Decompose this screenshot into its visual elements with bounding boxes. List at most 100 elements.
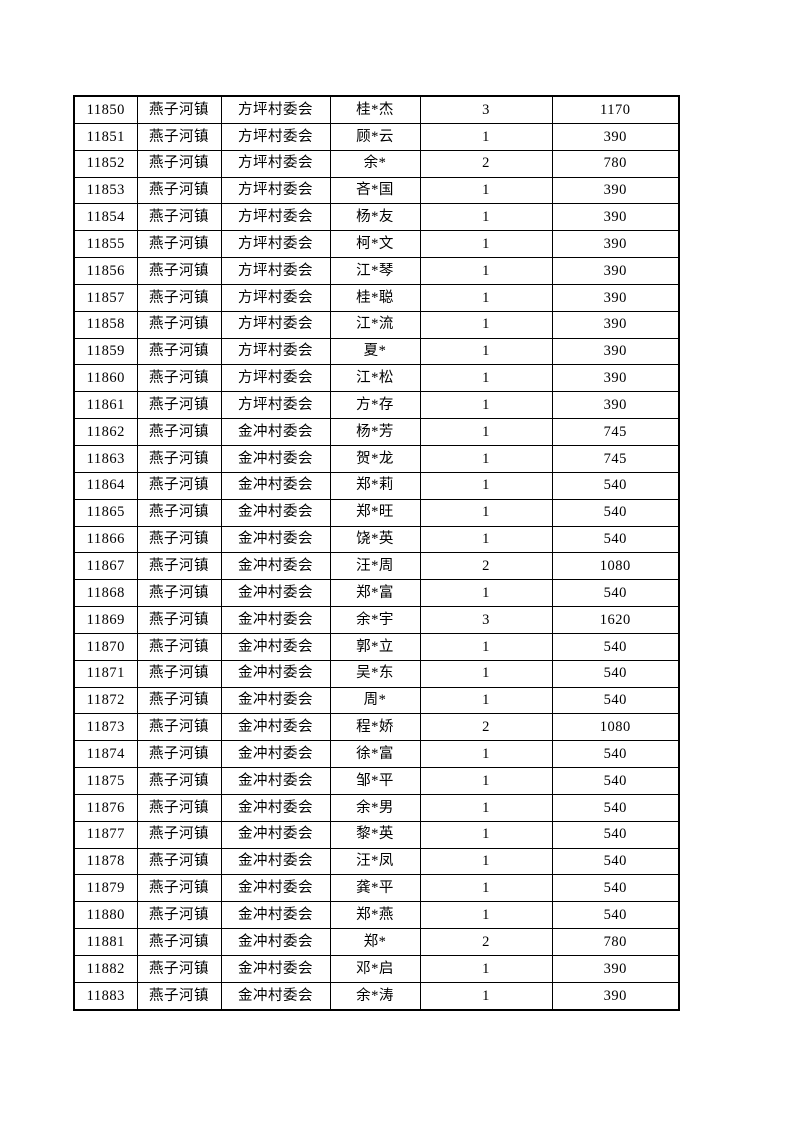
cell-amount: 540 — [551, 579, 680, 608]
cell-amount: 390 — [551, 203, 680, 232]
cell-amount: 390 — [551, 310, 680, 339]
cell-person-name: 郑* — [329, 928, 421, 956]
cell-town: 燕子河镇 — [136, 606, 222, 634]
cell-person-name: 吴*东 — [329, 659, 421, 688]
cell-village-committee: 方坪村委会 — [220, 364, 331, 393]
cell-serial-number: 11859 — [73, 337, 138, 366]
cell-person-name: 柯*文 — [329, 230, 421, 259]
table-row: 11856 燕子河镇 方坪村委会 江*琴 1 390 — [73, 257, 680, 285]
cell-village-committee: 金冲村委会 — [220, 713, 331, 742]
cell-serial-number: 11857 — [73, 283, 138, 312]
table-row: 11860 燕子河镇 方坪村委会 江*松 1 390 — [73, 364, 680, 393]
table-row: 11855 燕子河镇 方坪村委会 柯*文 1 390 — [73, 230, 680, 259]
cell-amount: 745 — [551, 418, 680, 446]
cell-town: 燕子河镇 — [136, 901, 222, 930]
cell-village-committee: 金冲村委会 — [220, 793, 331, 822]
cell-village-committee: 金冲村委会 — [220, 874, 331, 903]
cell-count: 2 — [419, 928, 553, 956]
cell-serial-number: 11872 — [73, 686, 138, 715]
cell-count: 3 — [419, 95, 553, 124]
cell-count: 1 — [419, 820, 553, 849]
cell-count: 1 — [419, 874, 553, 903]
table-row: 11868 燕子河镇 金冲村委会 郑*富 1 540 — [73, 579, 680, 608]
table-row: 11853 燕子河镇 方坪村委会 吝*国 1 390 — [73, 176, 680, 205]
table-row: 11859 燕子河镇 方坪村委会 夏* 1 390 — [73, 337, 680, 366]
cell-amount: 390 — [551, 230, 680, 259]
cell-amount: 1170 — [551, 95, 680, 124]
cell-village-committee: 方坪村委会 — [220, 257, 331, 285]
cell-amount: 1620 — [551, 606, 680, 634]
cell-village-committee: 金冲村委会 — [220, 901, 331, 930]
cell-person-name: 方*存 — [329, 391, 421, 420]
table-row: 11873 燕子河镇 金冲村委会 程*娇 2 1080 — [73, 713, 680, 742]
cell-serial-number: 11854 — [73, 203, 138, 232]
cell-serial-number: 11876 — [73, 793, 138, 822]
table-row: 11866 燕子河镇 金冲村委会 饶*英 1 540 — [73, 525, 680, 554]
cell-town: 燕子河镇 — [136, 767, 222, 795]
cell-town: 燕子河镇 — [136, 230, 222, 259]
table-row: 11880 燕子河镇 金冲村委会 郑*燕 1 540 — [73, 901, 680, 930]
cell-town: 燕子河镇 — [136, 820, 222, 849]
table-row: 11865 燕子河镇 金冲村委会 郑*旺 1 540 — [73, 498, 680, 527]
cell-serial-number: 11881 — [73, 928, 138, 956]
cell-serial-number: 11870 — [73, 632, 138, 661]
cell-town: 燕子河镇 — [136, 955, 222, 983]
cell-amount: 390 — [551, 337, 680, 366]
cell-count: 1 — [419, 391, 553, 420]
cell-count: 1 — [419, 444, 553, 473]
cell-count: 1 — [419, 740, 553, 769]
table-row: 11881 燕子河镇 金冲村委会 郑* 2 780 — [73, 928, 680, 956]
cell-count: 1 — [419, 579, 553, 608]
cell-serial-number: 11862 — [73, 418, 138, 446]
cell-person-name: 郑*燕 — [329, 901, 421, 930]
table-row: 11869 燕子河镇 金冲村委会 余*宇 3 1620 — [73, 606, 680, 634]
cell-village-committee: 方坪村委会 — [220, 203, 331, 232]
cell-person-name: 郑*莉 — [329, 471, 421, 500]
cell-count: 1 — [419, 659, 553, 688]
cell-serial-number: 11883 — [73, 981, 138, 1011]
cell-village-committee: 方坪村委会 — [220, 230, 331, 259]
cell-count: 1 — [419, 847, 553, 876]
cell-person-name: 郑*旺 — [329, 498, 421, 527]
table-row: 11871 燕子河镇 金冲村委会 吴*东 1 540 — [73, 659, 680, 688]
cell-town: 燕子河镇 — [136, 740, 222, 769]
cell-village-committee: 方坪村委会 — [220, 391, 331, 420]
cell-person-name: 余* — [329, 149, 421, 178]
cell-village-committee: 方坪村委会 — [220, 122, 331, 151]
table-row: 11857 燕子河镇 方坪村委会 桂*聪 1 390 — [73, 283, 680, 312]
table-row: 11870 燕子河镇 金冲村委会 郭*立 1 540 — [73, 632, 680, 661]
cell-village-committee: 方坪村委会 — [220, 337, 331, 366]
cell-count: 1 — [419, 498, 553, 527]
cell-town: 燕子河镇 — [136, 337, 222, 366]
cell-amount: 780 — [551, 149, 680, 178]
cell-count: 1 — [419, 283, 553, 312]
cell-amount: 390 — [551, 364, 680, 393]
cell-count: 1 — [419, 176, 553, 205]
cell-town: 燕子河镇 — [136, 176, 222, 205]
cell-village-committee: 金冲村委会 — [220, 767, 331, 795]
cell-count: 1 — [419, 418, 553, 446]
cell-town: 燕子河镇 — [136, 552, 222, 581]
cell-serial-number: 11880 — [73, 901, 138, 930]
cell-count: 1 — [419, 767, 553, 795]
cell-count: 2 — [419, 149, 553, 178]
table-row: 11863 燕子河镇 金冲村委会 贺*龙 1 745 — [73, 444, 680, 473]
cell-person-name: 桂*杰 — [329, 95, 421, 124]
cell-person-name: 江*松 — [329, 364, 421, 393]
cell-amount: 540 — [551, 471, 680, 500]
beneficiary-table: 11850 燕子河镇 方坪村委会 桂*杰 3 1170 11851 燕子河镇 方坪村委会 顾*云 1… — [73, 95, 680, 1011]
cell-village-committee: 金冲村委会 — [220, 847, 331, 876]
cell-town: 燕子河镇 — [136, 793, 222, 822]
cell-person-name: 桂*聪 — [329, 283, 421, 312]
cell-town: 燕子河镇 — [136, 364, 222, 393]
table-row: 11864 燕子河镇 金冲村委会 郑*莉 1 540 — [73, 471, 680, 500]
cell-amount: 745 — [551, 444, 680, 473]
cell-serial-number: 11879 — [73, 874, 138, 903]
cell-amount: 540 — [551, 686, 680, 715]
cell-count: 1 — [419, 981, 553, 1011]
cell-amount: 390 — [551, 122, 680, 151]
cell-person-name: 余*宇 — [329, 606, 421, 634]
cell-amount: 540 — [551, 498, 680, 527]
cell-town: 燕子河镇 — [136, 391, 222, 420]
cell-town: 燕子河镇 — [136, 257, 222, 285]
